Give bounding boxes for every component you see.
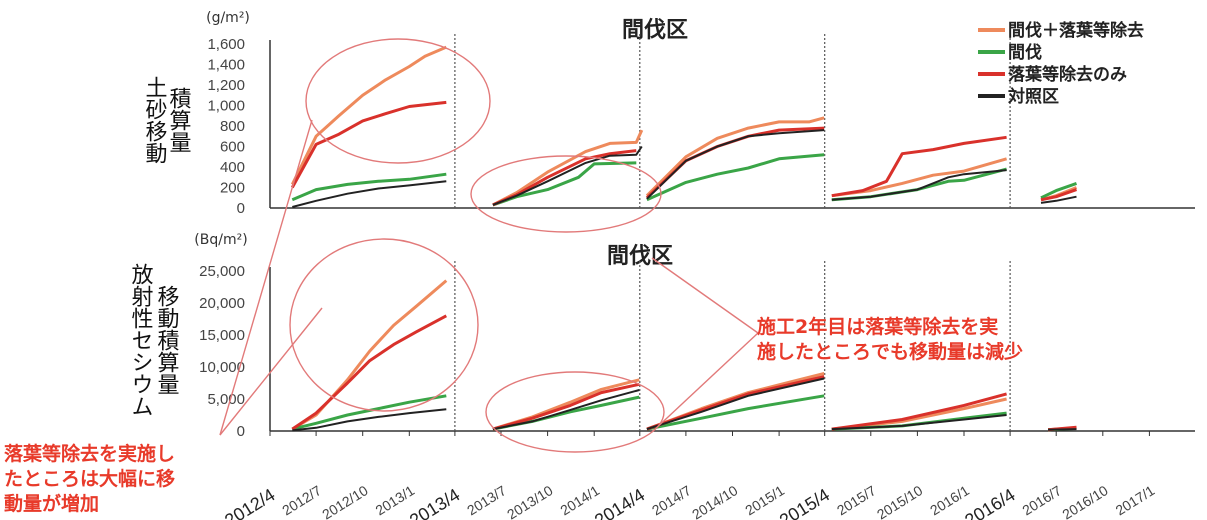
- x-tick-label: 2015/7: [834, 482, 879, 518]
- series-line: [645, 116, 825, 197]
- series-line: [492, 129, 644, 207]
- x-tick-label: 2017/1: [1113, 482, 1158, 518]
- highlight-circle: [485, 371, 665, 453]
- pointer-line: [651, 332, 759, 433]
- highlight-circle: [289, 238, 479, 412]
- y-tick-label: 15,000: [199, 327, 245, 344]
- y-tick-label: 1,600: [207, 36, 245, 53]
- series-line: [290, 45, 447, 186]
- series-line: [291, 394, 447, 431]
- y-axis-label: 積算量: [166, 87, 192, 153]
- series-s4: [292, 129, 1077, 208]
- x-tick-label: 2012/4: [221, 485, 278, 520]
- y-axis-label: 移動積算量: [154, 285, 180, 395]
- y-tick-label: 200: [220, 180, 245, 197]
- series-line: [831, 167, 1007, 202]
- x-tick-label: 2015/10: [874, 482, 926, 520]
- highlight-circle: [470, 155, 662, 233]
- series-line: [831, 169, 1007, 201]
- y-tick-label: 1,000: [207, 98, 245, 115]
- series-line: [492, 145, 643, 206]
- y-unit: (g/m²): [206, 10, 250, 26]
- series-line: [292, 180, 447, 208]
- series-line: [646, 377, 825, 431]
- pointer-line: [651, 257, 759, 334]
- y-unit: (Bq/m²): [194, 232, 247, 248]
- series-line: [646, 394, 825, 431]
- annotation-text: 施したところでも移動量は減少: [757, 340, 1023, 363]
- y-tick-label: 10,000: [199, 359, 245, 376]
- x-tick-label: 2014/10: [689, 482, 741, 520]
- x-tick-label: 2016/7: [1019, 482, 1064, 518]
- series-line: [492, 389, 640, 431]
- series-line: [1048, 428, 1077, 431]
- x-tick-label: 2014/4: [591, 485, 648, 520]
- y-tick-label: 5,000: [207, 391, 245, 408]
- series-line: [291, 279, 448, 431]
- legend-label: 間伐＋落葉等除去: [1008, 20, 1144, 41]
- legend-label: 落葉等除去のみ: [1008, 64, 1127, 85]
- y-tick-label: 20,000: [199, 295, 245, 312]
- y-tick-label: 400: [220, 159, 245, 176]
- series-s4: [292, 377, 1077, 432]
- y-axis-label: 土砂移動: [142, 76, 168, 164]
- x-tick-label: 2015/4: [776, 485, 833, 520]
- x-tick-label: 2016/4: [961, 485, 1018, 520]
- series-line: [292, 408, 447, 432]
- x-tick-label: 2013/10: [504, 482, 556, 520]
- panel-sediment: 間伐区 (g/m²) 土砂移動 積算量 0 200 400 600 800 1,000 1,200 1…: [142, 10, 1195, 217]
- series-line: [1040, 188, 1077, 202]
- annotation-text: たところは大幅に移: [4, 467, 175, 490]
- y-tick-label: 1,400: [207, 57, 245, 74]
- series-s3: [290, 100, 1077, 207]
- series-line: [646, 153, 825, 202]
- pointer-line: [219, 307, 323, 436]
- y-tick-label: 0: [237, 200, 245, 217]
- legend-label: 間伐: [1008, 42, 1042, 63]
- legend-label: 対照区: [1007, 86, 1059, 107]
- series-line: [646, 129, 825, 200]
- series-line: [291, 314, 448, 431]
- y-tick-label: 800: [220, 118, 245, 135]
- annotation-text: 落葉等除去を実施し: [4, 442, 175, 465]
- series-line: [831, 414, 1007, 431]
- panel-cesium: 間伐区(Bq/m²)放射性セシウム 移動積算量05,00010,00015,000…: [128, 232, 1195, 440]
- series-line: [1040, 195, 1077, 204]
- y-tick-label: 0: [237, 423, 245, 440]
- x-tick-label: 2013/4: [406, 485, 463, 520]
- y-axis-label: 放射性セシウム: [128, 263, 154, 417]
- pointer-line: [219, 119, 313, 436]
- panel-title: 間伐区: [622, 18, 688, 43]
- x-tick-label: 2013/7: [464, 482, 509, 518]
- series-line: [831, 135, 1007, 198]
- highlight-circle: [305, 38, 491, 164]
- y-tick-label: 600: [220, 139, 245, 156]
- series-line: [290, 100, 447, 189]
- series-line: [831, 392, 1007, 431]
- y-tick-label: 1,200: [207, 77, 245, 94]
- y-tick-label: 25,000: [199, 263, 245, 280]
- x-tick-label: 2016/10: [1059, 482, 1111, 520]
- series-line: [492, 382, 640, 431]
- annotation-text: 施工2年目は落葉等除去を実: [757, 315, 998, 338]
- series-line: [1040, 181, 1078, 200]
- series-line: [291, 172, 447, 202]
- x-tick-label: 2014/7: [649, 482, 694, 518]
- x-tick-label: 2012/10: [319, 482, 371, 520]
- annotation-text: 動量が増加: [4, 492, 99, 515]
- x-tick-label: 2012/7: [279, 482, 324, 518]
